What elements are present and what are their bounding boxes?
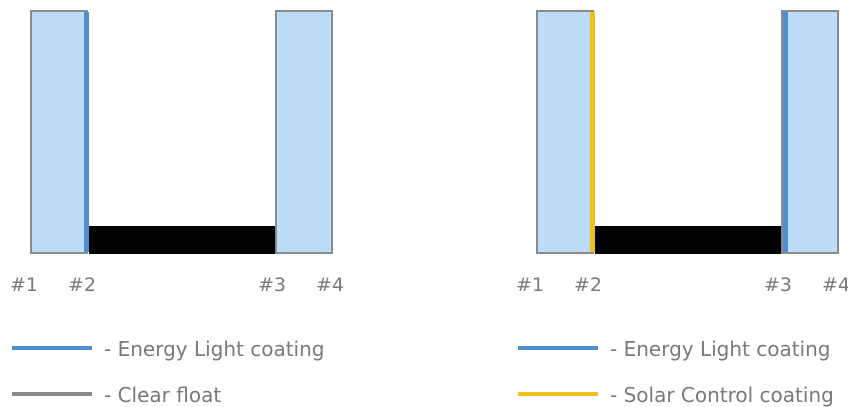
outer-glass-pane	[536, 10, 594, 254]
legend-line-solar-control	[518, 392, 598, 396]
outer-glass-pane	[30, 10, 88, 254]
energy-light-coating-surface-3	[783, 12, 788, 252]
left-glazing-diagram: #1 #2 #3 #4 - Energy Light coating - Cle…	[0, 0, 424, 407]
legend-label-energy-light: - Energy Light coating	[104, 337, 325, 361]
legend-line-clear-float	[12, 392, 92, 396]
surface-label-1: #1	[10, 274, 39, 296]
legend-label-solar-control: - Solar Control coating	[610, 383, 834, 407]
spacer-bar	[595, 226, 783, 254]
inner-glass-pane	[781, 10, 839, 254]
surface-label-2: #2	[68, 274, 97, 296]
legend-label-clear-float: - Clear float	[104, 383, 222, 407]
legend-line-energy-light	[12, 346, 92, 350]
legend-label-energy-light: - Energy Light coating	[610, 337, 831, 361]
spacer-bar	[89, 226, 277, 254]
surface-label-1: #1	[516, 274, 545, 296]
legend-line-energy-light	[518, 346, 598, 350]
surface-label-3: #3	[258, 274, 287, 296]
surface-label-4: #4	[822, 274, 848, 296]
inner-glass-pane	[275, 10, 333, 254]
surface-label-2: #2	[574, 274, 603, 296]
solar-control-coating-surface-2	[590, 12, 595, 252]
surface-label-4: #4	[316, 274, 345, 296]
right-glazing-diagram: #1 #2 #3 #4 - Energy Light coating - Sol…	[506, 0, 848, 407]
surface-label-3: #3	[764, 274, 793, 296]
energy-light-coating-surface-2	[84, 12, 89, 252]
